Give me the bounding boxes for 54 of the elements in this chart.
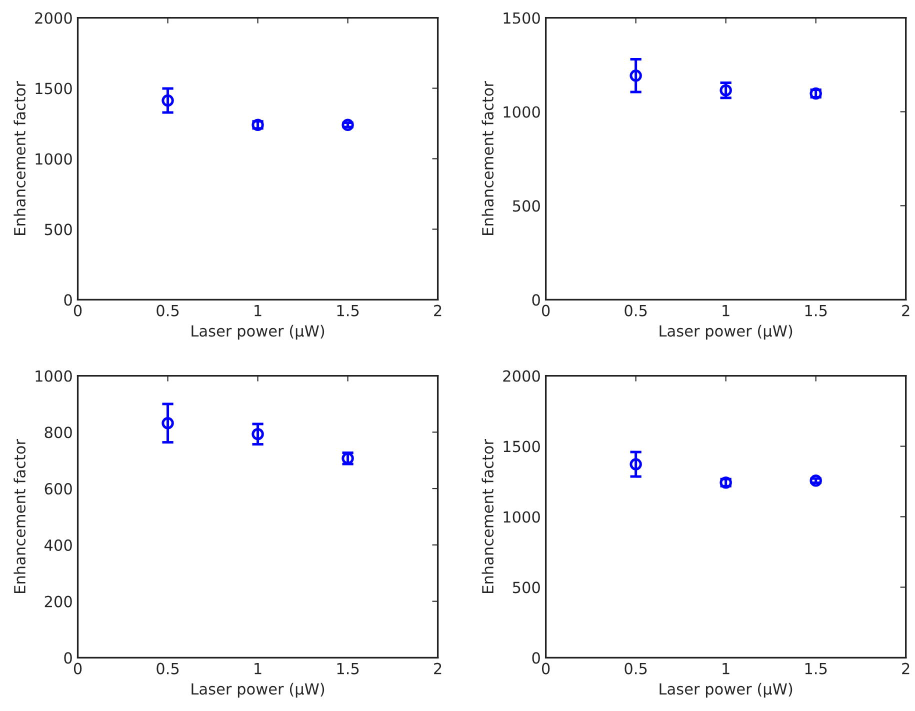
y-tick-label: 2000 — [503, 370, 540, 382]
x-tick-label: 1 — [254, 305, 262, 316]
point — [630, 70, 642, 82]
x-axis-title: Laser power (μW) — [660, 682, 792, 698]
y-tick-label: 800 — [44, 426, 72, 438]
x-tick-label: 1 — [722, 663, 730, 674]
y-tick-label: 500 — [44, 224, 72, 236]
y-tick-label: 0 — [532, 294, 540, 306]
y-tick-label: 1000 — [504, 511, 540, 523]
y-axis-title: Enhancement factor — [14, 81, 26, 235]
x-tick-label: 2 — [434, 662, 442, 674]
point — [720, 84, 732, 96]
x-tick-label: 1.5 — [337, 305, 359, 316]
x-tick-label: 0.5 — [156, 662, 179, 674]
x-tick-label: 2 — [434, 304, 442, 316]
point — [810, 474, 822, 487]
x-axis-title: Laser power (μW) — [660, 324, 792, 340]
y-tick-label: 1500 — [504, 12, 540, 24]
x-tick-label: 0 — [542, 662, 550, 674]
y-tick-label: 1000 — [504, 106, 540, 118]
x-tick-label: 0.5 — [156, 304, 179, 316]
y-tick-label: 1000 — [36, 153, 72, 165]
x-tick-label: 0 — [542, 304, 550, 316]
x-tick-label: 0 — [74, 662, 82, 674]
x-tick-label: 0.5 — [624, 304, 647, 316]
y-tick-label: 1500 — [504, 440, 540, 452]
x-tick-label: 2 — [902, 304, 910, 316]
x-tick-label: 1 — [254, 663, 262, 674]
y-tick-label: 0 — [64, 294, 72, 306]
y-tick-label: 1000 — [36, 370, 72, 382]
y-tick-label: 0 — [532, 652, 540, 664]
y-tick-label: 2000 — [35, 12, 72, 24]
y-tick-label: 600 — [44, 483, 72, 495]
y-tick-label: 1500 — [36, 82, 72, 94]
y-tick-label: 0 — [64, 652, 72, 664]
y-axis-title: Enhancement factor — [482, 439, 494, 593]
point — [630, 458, 642, 470]
y-axis-title: Enhancement factor — [14, 439, 26, 593]
x-tick-label: 1.5 — [337, 663, 359, 674]
x-axis-title: Laser power (μW) — [192, 324, 324, 340]
x-tick-label: 0.5 — [624, 662, 647, 674]
x-axis-title: Laser power (μW) — [192, 682, 324, 698]
x-tick-label: 2 — [902, 662, 910, 674]
y-tick-label: 500 — [512, 200, 540, 212]
x-tick-label: 1.5 — [805, 305, 827, 316]
y-tick-label: 400 — [44, 539, 72, 551]
x-tick-label: 1 — [722, 305, 730, 316]
y-axis-title: Enhancement factor — [482, 81, 494, 235]
y-tick-label: 500 — [512, 582, 540, 594]
point — [252, 428, 264, 440]
x-tick-label: 0 — [74, 304, 82, 316]
x-tick-label: 1.5 — [805, 663, 827, 674]
y-tick-label: 200 — [44, 596, 72, 608]
point — [162, 417, 174, 430]
